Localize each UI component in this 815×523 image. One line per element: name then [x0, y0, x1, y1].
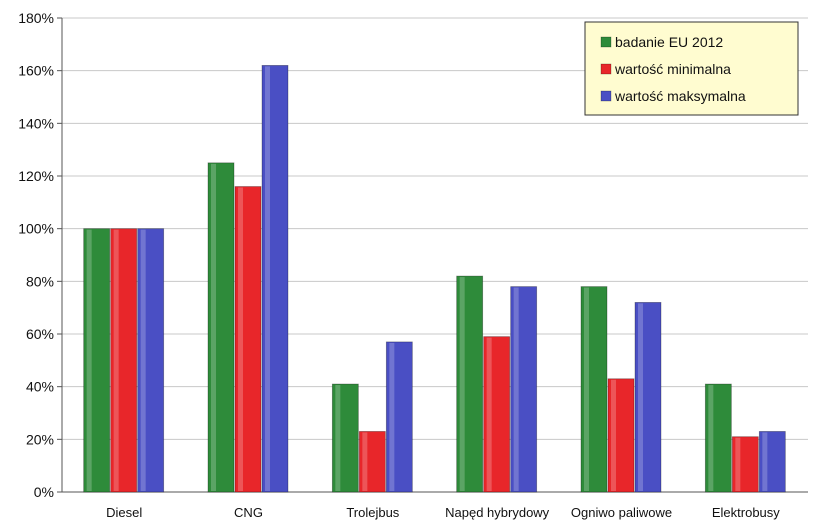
bar-highlight [762, 432, 768, 491]
legend-swatch [600, 63, 612, 75]
bar-highlight [459, 277, 465, 491]
y-tick-label: 140% [18, 115, 54, 131]
bar-wartość-maksymalna-diesel [137, 228, 165, 493]
y-tick-label: 20% [26, 431, 54, 447]
axes [57, 17, 808, 493]
y-tick-label: 180% [18, 10, 54, 26]
bar-highlight [389, 342, 395, 491]
x-tick-label: Trolejbus [346, 505, 399, 520]
gridlines [62, 17, 808, 440]
bar-highlight [513, 287, 519, 491]
bar-badanie-eu-2012-diesel [83, 228, 111, 493]
bar-highlight [265, 66, 270, 492]
legend-label: wartość minimalna [614, 61, 731, 77]
x-tick-label: Diesel [106, 505, 142, 520]
y-tick-label: 0% [34, 484, 54, 500]
x-tick-label: Elektrobusy [712, 505, 780, 520]
bar-wartość-minimalna-cng [234, 186, 262, 493]
bar-highlight [486, 337, 492, 491]
legend-swatch [600, 36, 612, 48]
x-tick-label: Ogniwo paliwowe [571, 505, 672, 520]
y-tick-label: 160% [18, 63, 54, 79]
bar-wartość-maksymalna-trolejbus [385, 341, 413, 493]
bar-wartość-minimalna-napęd-hybrydowy [483, 336, 511, 493]
bar-highlight [335, 385, 341, 491]
y-tick-label: 100% [18, 221, 54, 237]
legend-label: wartość maksymalna [614, 88, 746, 104]
bar-wartość-minimalna-ogniwo-paliwowe [607, 378, 635, 493]
legend-box [584, 21, 799, 116]
bar-wartość-minimalna-trolejbus [358, 431, 386, 493]
bar-highlight [140, 229, 146, 491]
bar-wartość-maksymalna-ogniwo-paliwowe [634, 301, 662, 493]
bar-badanie-eu-2012-cng [207, 162, 235, 493]
bar-highlight [362, 432, 368, 491]
bar-badanie-eu-2012-ogniwo-paliwowe [580, 286, 608, 493]
legend-label: badanie EU 2012 [615, 34, 723, 50]
axis-labels: 0% 20% 40% 60% 80% 100% 120% 140% 160% 180% Diesel… [18, 10, 780, 520]
bar-highlight [238, 187, 243, 492]
bar-highlight [113, 229, 119, 491]
bar-highlight [584, 287, 589, 491]
bars [83, 65, 786, 493]
bar-wartość-maksymalna-cng [261, 65, 289, 493]
bar-highlight [735, 437, 741, 491]
bar-badanie-eu-2012-trolejbus [331, 383, 359, 493]
y-tick-label: 120% [18, 168, 54, 184]
legend: badanie EU 2012 wartość minimalna wartość … [584, 21, 799, 116]
bar-wartość-maksymalna-elektrobusy [758, 431, 786, 493]
bar-highlight [638, 303, 643, 491]
y-tick-label: 40% [26, 379, 54, 395]
x-tick-label: CNG [234, 505, 263, 520]
bar-badanie-eu-2012-elektrobusy [704, 383, 732, 493]
x-tick-label: Napęd hybrydowy [445, 505, 550, 520]
bar-badanie-eu-2012-napęd-hybrydowy [456, 275, 484, 493]
bar-highlight [211, 163, 216, 492]
bar-highlight [708, 385, 714, 491]
bar-highlight [86, 229, 92, 491]
y-tick-label: 60% [26, 326, 54, 342]
bar-wartość-maksymalna-napęd-hybrydowy [510, 286, 538, 493]
bar-wartość-minimalna-diesel [110, 228, 138, 493]
bar-highlight [611, 379, 616, 491]
legend-swatch [600, 90, 612, 102]
y-tick-label: 80% [26, 273, 54, 289]
bar-wartość-minimalna-elektrobusy [731, 436, 759, 493]
